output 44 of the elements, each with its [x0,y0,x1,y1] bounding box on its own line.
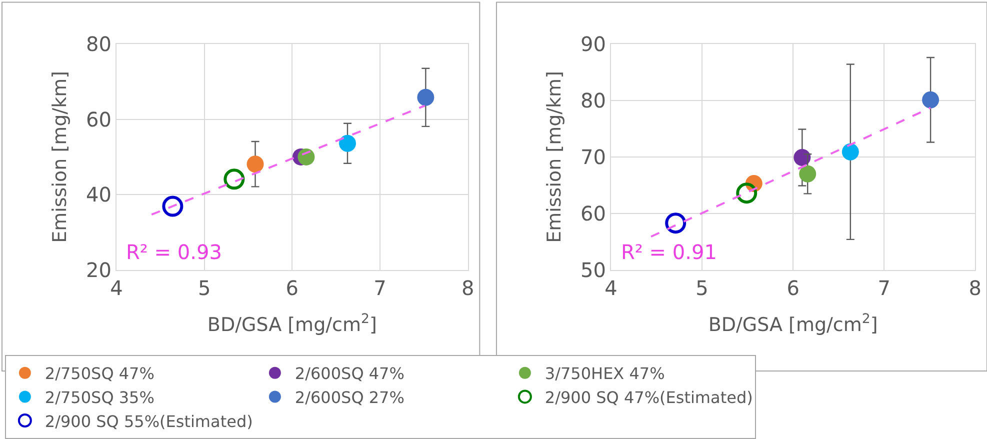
x-tick-label: 4 [604,276,618,300]
y-tick-label: 80 [580,88,606,112]
x-tick-label: 8 [461,276,474,300]
point [224,168,245,190]
y-tick-label: 70 [580,144,606,169]
annotation: R² = 0.93 [126,240,222,264]
y-tick-label: 50 [580,258,606,282]
legend-label: 2/900 SQ 55%(Estimated) [44,412,253,431]
x-tick-label: 5 [696,276,708,300]
x-tick-label: 6 [286,276,299,300]
point [665,212,686,234]
x-tick-label: 8 [968,276,982,300]
point [246,156,264,173]
y-tick-label: 60 [580,201,606,226]
point [417,88,434,106]
legend-label: 2/750SQ 47% [44,364,154,384]
point [799,165,816,182]
y-tick-label: 40 [86,182,112,207]
x-axis-title: BD/GSA [mg/cm$^{2}$] [207,312,377,336]
point [162,196,184,217]
legend-label: 3/750HEX 47% [544,364,665,384]
legend-label: 2/600SQ 47% [294,364,404,384]
x-tick-label: 5 [198,276,211,300]
point [736,182,758,204]
x-tick-label: 7 [374,276,386,300]
point [298,148,315,166]
point [922,91,940,108]
annotation: R² = 0.91 [621,240,717,264]
x-tick-label: 6 [786,276,800,300]
y-axis-title: Emission [mg/km] [48,70,71,243]
legend-label: 2/600SQ 27% [294,388,404,407]
y-axis-title: Emission [mg/km] [543,70,566,243]
point [794,149,811,166]
y-tick-label: 20 [86,258,112,282]
x-tick-label: 7 [878,276,890,300]
point [339,134,356,152]
y-tick-label: 90 [580,32,606,56]
point [842,143,859,160]
y-tick-label: 60 [86,107,112,132]
legend-label: 2/900 SQ 47%(Estimated) [544,388,753,407]
x-tick-label: 4 [110,276,123,300]
y-tick-label: 80 [86,32,112,56]
legend-label: 2/750SQ 35% [44,388,154,407]
x-axis-title: BD/GSA [mg/cm$^{2}$] [708,312,878,336]
